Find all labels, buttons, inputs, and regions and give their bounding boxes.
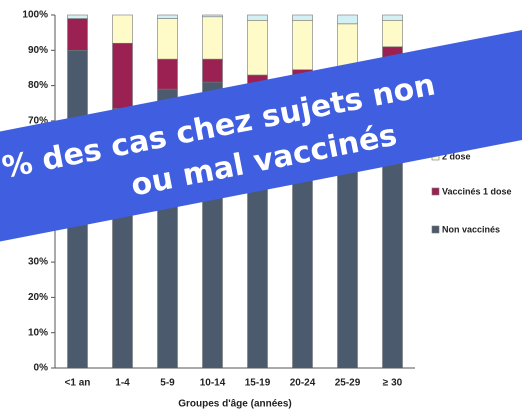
legend: Non vaccinés Vaccinés 1 dose 2 dose xyxy=(431,151,512,234)
x-tick-label: ≥ 30 xyxy=(383,378,403,389)
bar-segment xyxy=(382,19,403,48)
y-tick-label: 10% xyxy=(28,327,48,338)
bar-segment xyxy=(202,14,223,18)
bar-segment xyxy=(157,14,178,19)
x-tick-label: 1-4 xyxy=(115,378,130,389)
legend-label: Non vaccinés xyxy=(442,224,500,234)
y-tick-label: 90% xyxy=(28,45,48,56)
bar-segment xyxy=(337,14,358,25)
bar-segment xyxy=(202,16,223,60)
x-tick-label: 25-29 xyxy=(335,378,361,389)
bar-segment xyxy=(247,14,268,21)
y-tick-label: 100% xyxy=(22,10,48,21)
bar-segment xyxy=(67,14,88,19)
x-tick-label: <1 an xyxy=(65,378,91,389)
y-tick-label: 30% xyxy=(28,257,48,268)
x-tick-label: 20-24 xyxy=(290,378,316,389)
legend-swatch xyxy=(431,187,440,196)
legend-label: 2 dose xyxy=(442,151,471,161)
x-tick-label: 5-9 xyxy=(160,378,175,389)
x-axis-title: Groupes d'âge (années) xyxy=(178,399,292,410)
bar-segment xyxy=(112,42,133,109)
bar-segment xyxy=(382,14,403,21)
y-tick-label: 20% xyxy=(28,292,48,303)
y-tick-label: 80% xyxy=(28,80,48,91)
legend-label: Vaccinés 1 dose xyxy=(442,186,512,196)
bar-segment xyxy=(67,18,88,51)
bar-segment xyxy=(292,14,313,21)
bar-segment xyxy=(247,19,268,76)
legend-swatch xyxy=(431,225,440,234)
y-tick-label: 0% xyxy=(34,363,49,374)
bar-segment xyxy=(112,14,133,44)
bar-segment xyxy=(157,18,178,60)
x-tick-label: 10-14 xyxy=(200,378,226,389)
bar-segment xyxy=(202,58,223,83)
y-tick-label: 70% xyxy=(28,116,48,127)
x-tick-label: 15-19 xyxy=(245,378,271,389)
bar-segment xyxy=(157,58,178,90)
bar-segment xyxy=(292,19,313,71)
banner-background xyxy=(0,22,522,251)
